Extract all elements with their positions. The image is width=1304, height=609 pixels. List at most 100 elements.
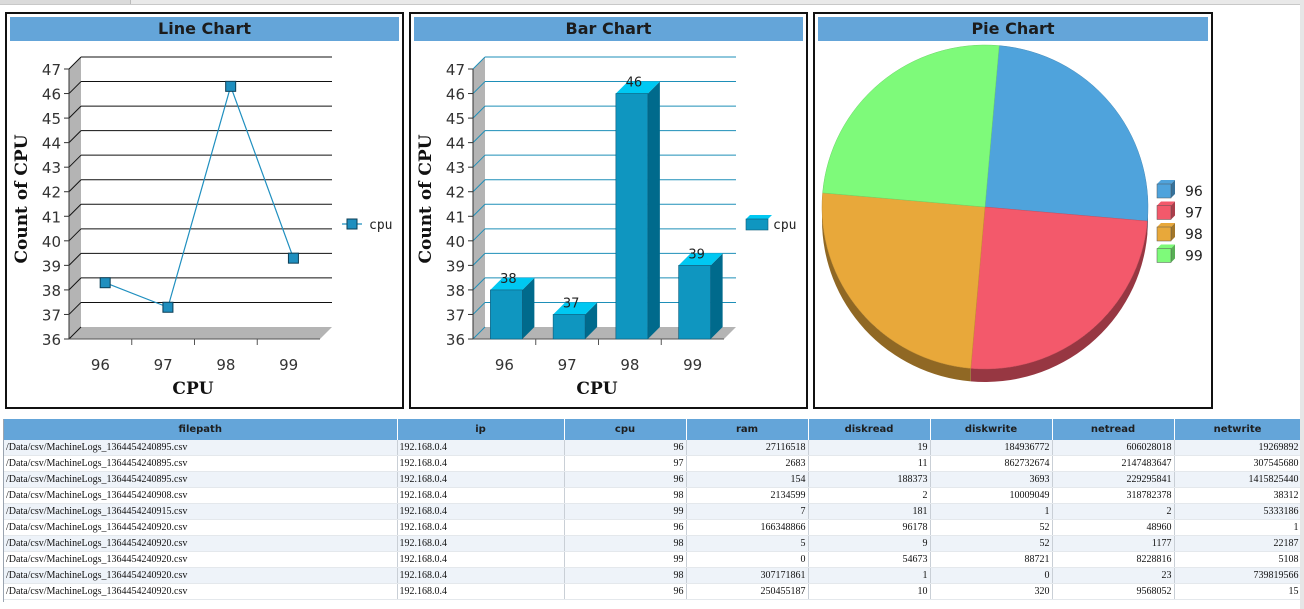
cell-diskwrite: 862732674 [930,455,1053,472]
column-header-netread[interactable]: netread [1052,419,1175,440]
table-row[interactable]: /Data/csv/MachineLogs_1364454240895.csv 1… [4,455,1301,472]
cell-netread: 229295841 [1052,471,1175,488]
column-header-diskwrite[interactable]: diskwrite [930,419,1053,440]
top-tab[interactable] [0,0,131,4]
table-row[interactable]: /Data/csv/MachineLogs_1364454240895.csv 1… [4,440,1301,456]
y-tick-label: 39 [42,257,61,275]
gridline-diagonal [68,130,82,143]
column-header-diskread[interactable]: diskread [808,419,931,440]
gridline-diagonal [68,179,82,193]
legend-item-98 [1156,223,1175,242]
y-tick-label: 47 [42,61,61,79]
cell-ip: 192.168.0.4 [397,535,565,552]
bar-top [553,302,598,315]
gridline-diagonal [472,203,486,217]
legend-marker-top [746,215,772,219]
gridline-diagonal [472,228,486,242]
y-tick-label: 45 [42,110,61,128]
cell-netread: 1177 [1052,535,1175,552]
y-axis-wall [69,57,81,339]
cell-diskwrite: 0 [930,567,1053,584]
legend-label: 96 [1185,184,1203,200]
table-row[interactable]: /Data/csv/MachineLogs_1364454240920.csv 1… [4,519,1301,536]
cell-netwrite: 22187 [1174,535,1301,552]
legend-swatch [1156,226,1172,242]
data-point-98 [225,80,237,92]
bar-chart-panel: Bar Chart 36 37 38 39 40 41 42 43 44 45 46 47 96 97 98… [409,12,808,409]
cell-diskread: 188373 [808,471,931,488]
pie-slice-98 [821,192,986,369]
table-row[interactable]: /Data/csv/MachineLogs_1364454240920.csv 1… [4,535,1301,552]
gridline-diagonal [472,179,486,193]
bar-side [585,302,598,339]
bar-chart-title: Bar Chart [414,17,803,41]
gridline-diagonal [472,277,486,291]
cell-cpu: 98 [564,487,687,504]
pie-slice-side-96 [1147,207,1148,235]
x-tick-label: 97 [558,356,577,374]
column-header-netwrite[interactable]: netwrite [1174,419,1301,440]
y-tick-label: 45 [446,110,465,128]
y-tick-label: 42 [42,184,61,202]
cell-ram: 154 [686,471,809,488]
cell-ram: 2683 [686,455,809,472]
y-tick-label: 39 [446,257,465,275]
legend-label: 98 [1185,227,1203,243]
cell-ram: 307171861 [686,567,809,584]
data-point-96 [99,277,111,289]
bar-side [522,277,535,339]
cell-netwrite: 19269892 [1174,440,1301,456]
data-label-98: 46 [626,76,643,91]
pie-slice-99 [822,44,1000,208]
line-chart: 36 37 38 39 40 41 42 43 44 45 46 47 96 97 98 99 CPU Count… [12,56,392,399]
bar-face [615,93,649,340]
cell-filepath: /Data/csv/MachineLogs_1364454240908.csv [4,487,398,504]
cell-diskwrite: 10009049 [930,487,1053,504]
table-body: /Data/csv/MachineLogs_1364454240895.csv 1… [4,440,1301,600]
cell-diskread: 54673 [808,551,931,568]
gridline-diagonal [68,228,82,242]
table-row[interactable]: /Data/csv/MachineLogs_1364454240908.csv 1… [4,487,1301,504]
gridline-diagonal [68,253,82,266]
gridline-diagonal [68,105,82,119]
cell-cpu: 98 [564,535,687,552]
legend-swatch-side [1171,201,1175,220]
column-header-filepath[interactable]: filepath [4,419,398,440]
column-header-cpu[interactable]: cpu [564,419,687,440]
line-chart-title: Line Chart [10,17,399,41]
table-row[interactable]: /Data/csv/MachineLogs_1364454240915.csv 1… [4,503,1301,520]
table-header-row: filepath ip cpu ram diskread diskwrite netread… [4,419,1301,440]
legend-swatch [1156,183,1172,199]
gridline-diagonal [68,154,82,168]
cell-netwrite: 5108 [1174,551,1301,568]
cell-filepath: /Data/csv/MachineLogs_1364454240895.csv [4,471,398,488]
data-point-97 [162,301,174,313]
table-row[interactable]: /Data/csv/MachineLogs_1364454240920.csv 1… [4,551,1301,568]
pie-chart: 96 97 98 99 [821,44,1203,382]
gridline-diagonal [472,326,486,340]
cell-netread: 2147483647 [1052,455,1175,472]
cell-filepath: /Data/csv/MachineLogs_1364454240920.csv [4,567,398,584]
gridline-diagonal [472,130,486,143]
bar-side [710,253,723,339]
legend-label: cpu [773,218,796,233]
cell-netread: 9568052 [1052,583,1175,600]
legend-marker [346,218,358,230]
cell-filepath: /Data/csv/MachineLogs_1364454240895.csv [4,455,398,472]
column-header-ram[interactable]: ram [686,419,809,440]
column-header-ip[interactable]: ip [397,419,565,440]
cell-diskread: 1 [808,567,931,584]
table-row[interactable]: /Data/csv/MachineLogs_1364454240920.csv 1… [4,583,1301,600]
cell-ram: 250455187 [686,583,809,600]
cell-netwrite: 739819566 [1174,567,1301,584]
line-chart-panel: Line Chart 36 37 38 39 40 41 42 43 44 45 46 47 96 97 9… [5,12,404,409]
legend-swatch-top [1157,201,1175,206]
table-row[interactable]: /Data/csv/MachineLogs_1364454240920.csv 1… [4,567,1301,584]
legend-swatch-side [1171,180,1175,198]
cell-ip: 192.168.0.4 [397,455,565,472]
table-row[interactable]: /Data/csv/MachineLogs_1364454240895.csv 1… [4,471,1301,488]
bar-98 [615,81,660,340]
vertical-scrollbar[interactable] [1300,0,1304,609]
cell-filepath: /Data/csv/MachineLogs_1364454240920.csv [4,535,398,552]
bar-face [490,289,523,340]
